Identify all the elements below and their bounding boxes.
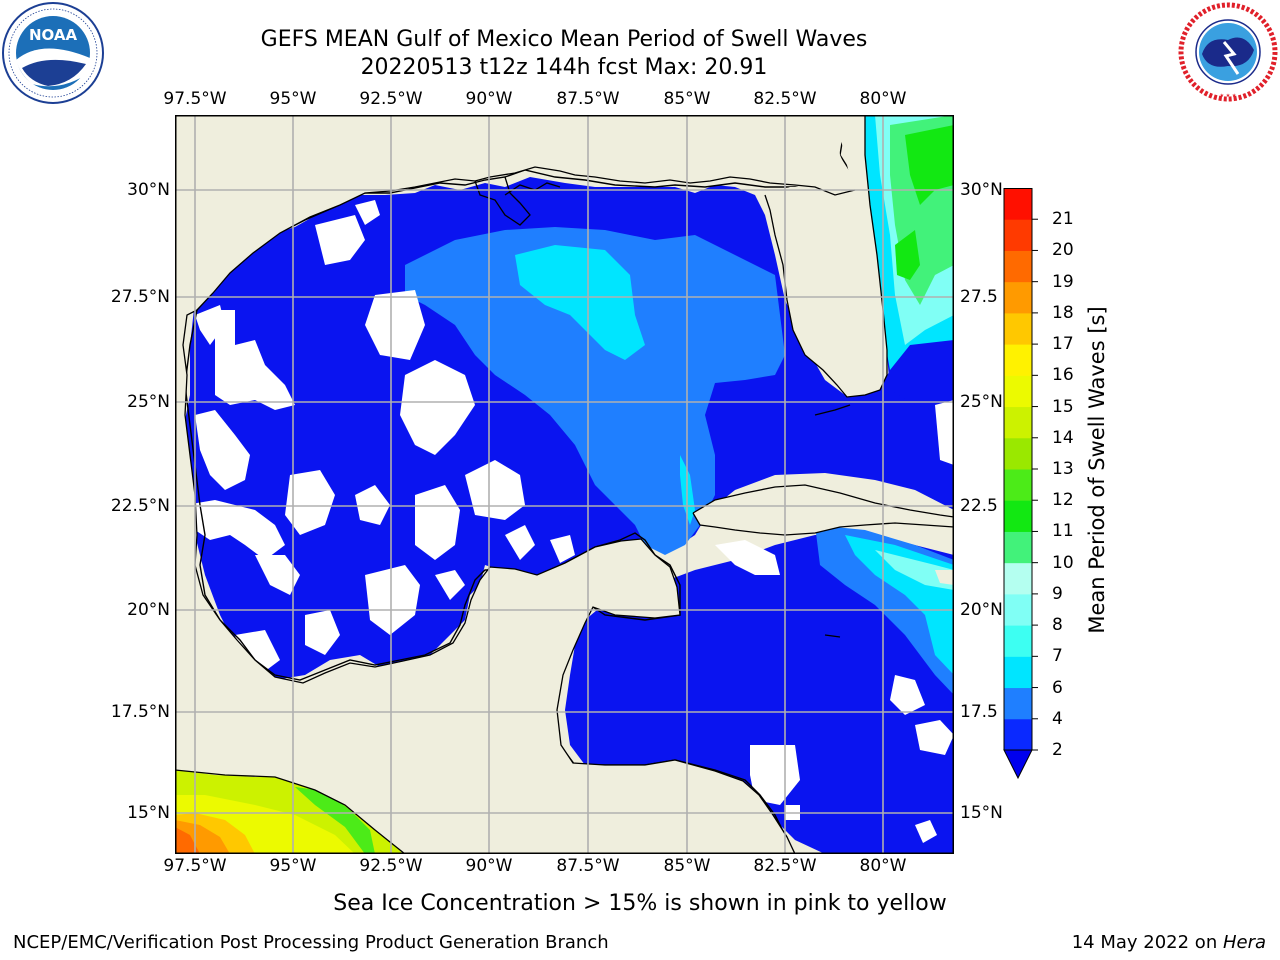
colorbar-segment: [1004, 281, 1032, 314]
colorbar-segment: [1004, 562, 1032, 595]
lat-tick-right: 22.5: [960, 496, 998, 516]
colorbar-label: Mean Period of Swell Waves [s]: [1085, 306, 1109, 634]
no-data-areas: [185, 200, 954, 843]
colorbar-tick-label: 14: [1052, 427, 1074, 448]
colorbar-segment: [1004, 593, 1032, 626]
lat-tick-right: 30°N: [960, 180, 1003, 200]
noaa-logo-text: NOAA: [29, 26, 78, 44]
colorbar-segment: [1004, 625, 1032, 657]
map-gridlines: [175, 115, 954, 854]
colorbar-tick-label: 17: [1052, 334, 1074, 355]
colorbar-segment: [1004, 469, 1032, 501]
footer-date-text: 14 May 2022 on: [1071, 932, 1223, 953]
colorbar-tick-label: 20: [1052, 240, 1074, 261]
map-frame: [175, 115, 954, 854]
colorbar-segment: [1004, 188, 1032, 220]
lon-tick-top: 97.5°W: [163, 89, 227, 109]
plot-subtitle: 20220513 t12z 144h fcst Max: 20.91: [360, 55, 768, 80]
lon-tick-bottom: 80°W: [859, 856, 907, 876]
colorbar-segment: [1004, 437, 1032, 470]
colorbar-tick-label: 16: [1052, 365, 1074, 386]
lon-tick-bottom: 95°W: [269, 856, 317, 876]
colorbar-tick-label: 4: [1052, 708, 1063, 729]
coastline-lines: [175, 115, 954, 854]
colorbar-segment: [1004, 219, 1032, 251]
colorbar-segment: [1004, 718, 1032, 751]
lon-tick-top: 92.5°W: [359, 89, 423, 109]
lon-tick-top: 90°W: [465, 89, 513, 109]
svg-text:★ ★ ★: ★ ★ ★: [1220, 93, 1237, 99]
footer-credit: NCEP/EMC/Verification Post Processing Pr…: [13, 932, 609, 953]
lon-tick-top: 87.5°W: [556, 89, 620, 109]
lat-tick-left: 22.5°N: [110, 496, 170, 516]
lat-tick-left: 20°N: [127, 600, 170, 620]
colorbar-segment: [1004, 344, 1032, 376]
noaa-logo: NOAA: [2, 2, 104, 104]
colorbar-segment: [1004, 656, 1032, 689]
lon-tick-top: 85°W: [663, 89, 711, 109]
colorbar-tick-label: 15: [1052, 396, 1074, 417]
colorbar-tick-label: 18: [1052, 302, 1074, 323]
colorbar-tick-label: 10: [1052, 552, 1074, 573]
lat-tick-right: 20°N: [960, 600, 1003, 620]
lon-tick-bottom: 87.5°W: [556, 856, 620, 876]
lon-tick-bottom: 82.5°W: [753, 856, 817, 876]
lat-tick-left: 27.5°N: [110, 287, 170, 307]
sea-ice-note: Sea Ice Concentration > 15% is shown in …: [333, 891, 947, 916]
swell-band-4s: [515, 245, 645, 360]
lat-tick-right: 25°N: [960, 392, 1003, 412]
colorbar-tick-label: 6: [1052, 677, 1063, 698]
colorbar-segment: [1004, 375, 1032, 408]
map-svg: [175, 115, 954, 854]
swell-band-2s: [405, 227, 785, 555]
lat-tick-right: 17.5: [960, 702, 998, 722]
colorbar-tick-label: 2: [1052, 740, 1063, 760]
nws-logo: ★ ★ ★: [1178, 2, 1278, 102]
lat-tick-left: 17.5°N: [110, 702, 170, 722]
plot-title: GEFS MEAN Gulf of Mexico Mean Period of …: [260, 27, 868, 52]
colorbar: [1002, 188, 1038, 782]
lat-tick-right: 27.5: [960, 287, 998, 307]
lat-tick-left: 25°N: [127, 392, 170, 412]
lon-tick-bottom: 85°W: [663, 856, 711, 876]
colorbar-segment: [1004, 531, 1032, 564]
lat-tick-left: 30°N: [127, 180, 170, 200]
colorbar-segment: [1004, 250, 1032, 283]
colorbar-tick-label: 9: [1052, 583, 1063, 604]
colorbar-tick-label: 12: [1052, 490, 1074, 511]
colorbar-tick-label: 21: [1052, 209, 1074, 230]
colorbar-segment: [1004, 312, 1032, 345]
colorbar-tick-label: 7: [1052, 646, 1063, 667]
colorbar-extend: [1003, 749, 1033, 780]
colorbar-tick-label: 11: [1052, 521, 1074, 542]
lon-tick-top: 80°W: [859, 89, 907, 109]
lat-tick-left: 15°N: [127, 803, 170, 823]
colorbar-tick-label: 13: [1052, 459, 1074, 479]
lon-tick-bottom: 92.5°W: [359, 856, 423, 876]
colorbar-tick-label: 8: [1052, 615, 1063, 636]
colorbar-segment: [1004, 500, 1032, 532]
lon-tick-top: 95°W: [269, 89, 317, 109]
lat-tick-right: 15°N: [960, 803, 1003, 823]
colorbar-tick-label: 19: [1052, 271, 1074, 292]
lon-tick-bottom: 97.5°W: [163, 856, 227, 876]
lon-tick-bottom: 90°W: [465, 856, 513, 876]
footer-host: Hera: [1222, 932, 1266, 953]
footer-date: 14 May 2022 on Hera: [1072, 932, 1266, 953]
map-panel: [175, 115, 954, 854]
colorbar-segment: [1004, 687, 1032, 720]
land-polygons: [175, 115, 954, 854]
colorbar-segment: [1004, 406, 1032, 439]
lon-tick-top: 82.5°W: [753, 89, 817, 109]
